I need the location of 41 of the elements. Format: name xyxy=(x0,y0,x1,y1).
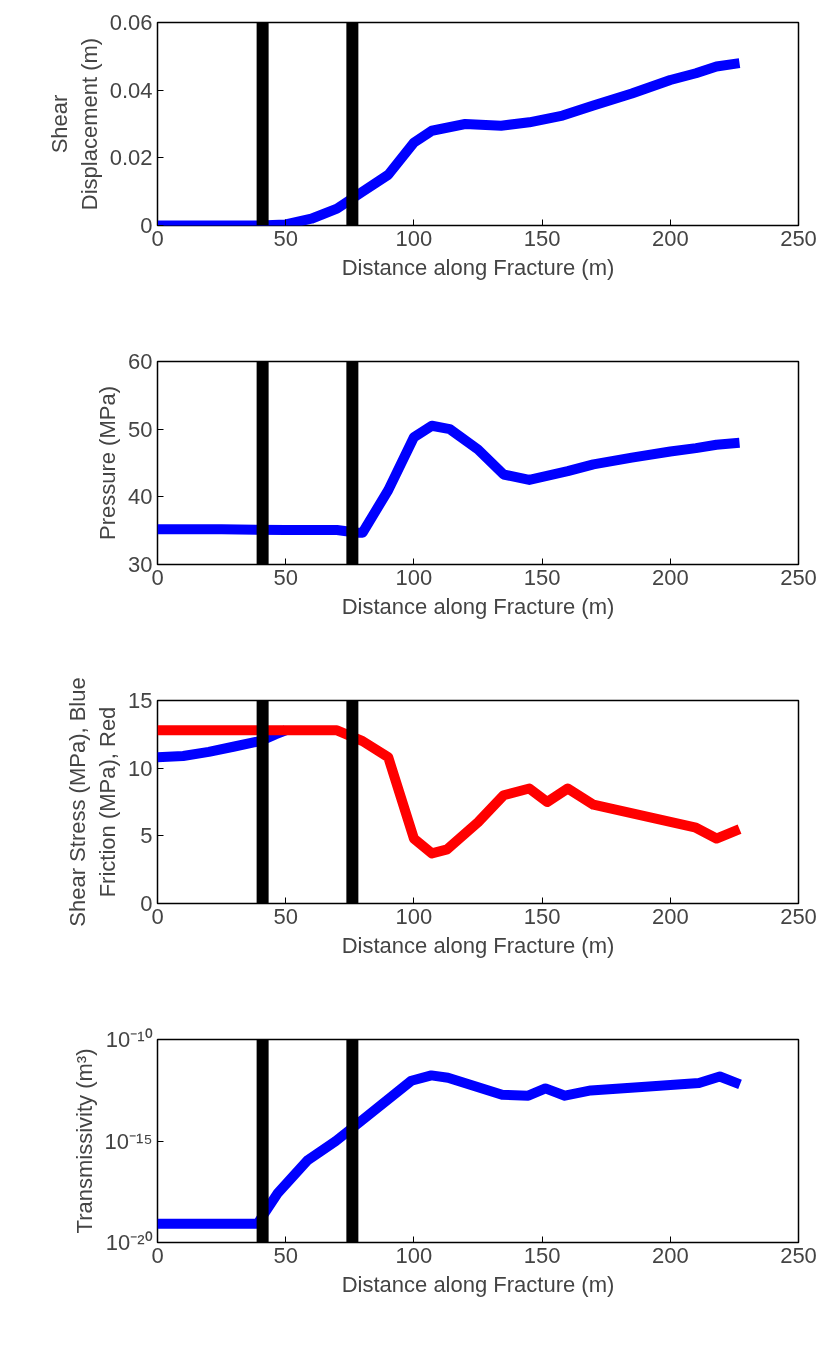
x-tick-label: 150 xyxy=(523,903,561,929)
y-tick-label: 40 xyxy=(128,484,153,510)
y-axis-title: Shear Displacement (m) xyxy=(46,37,102,211)
y-tick-label: 0.02 xyxy=(109,145,153,171)
x-tick-label: 100 xyxy=(395,1242,433,1268)
x-tick-label: 50 xyxy=(273,225,298,251)
y-tick-label: 0.04 xyxy=(109,77,153,103)
y-tick-label: 15 xyxy=(128,688,153,713)
x-tick-label: 200 xyxy=(651,225,689,251)
x-tick-label: 100 xyxy=(395,903,433,929)
y-tick-label: 10 xyxy=(128,755,153,781)
x-tick-label: 250 xyxy=(780,225,817,251)
x-axis-title: Distance along Fracture (m) xyxy=(341,1271,615,1297)
y-tick-label: 10⁻¹⁵ xyxy=(104,1128,153,1154)
x-tick-label: 250 xyxy=(780,903,817,929)
x-tick-label: 100 xyxy=(395,564,433,590)
y-tick-label: 0.06 xyxy=(109,10,153,35)
x-tick-label: 200 xyxy=(651,1242,689,1268)
y-tick-label: 5 xyxy=(140,823,153,849)
y-tick-label: 60 xyxy=(128,349,153,374)
x-tick-label: 250 xyxy=(780,1242,817,1268)
x-tick-label: 150 xyxy=(523,1242,561,1268)
x-tick-label: 200 xyxy=(651,903,689,929)
x-tick-label: 50 xyxy=(273,564,298,590)
x-tick-label: 150 xyxy=(523,225,561,251)
y-axis-title: Transmissivity (m³) xyxy=(71,1048,97,1234)
y-axis-title: Pressure (MPa) xyxy=(95,385,121,541)
x-tick-label: 50 xyxy=(273,1242,298,1268)
y-tick-label: 50 xyxy=(128,416,153,442)
x-tick-label: 50 xyxy=(273,903,298,929)
x-axis-title: Distance along Fracture (m) xyxy=(341,932,615,958)
y-axis-title: Shear Stress (MPa), Blue Friction (MPa), Red xyxy=(65,677,121,927)
x-tick-label: 150 xyxy=(523,564,561,590)
y-tick-label: 10⁻²⁰ xyxy=(105,1230,153,1255)
x-tick-label: 200 xyxy=(651,564,689,590)
y-tick-label: 30 xyxy=(128,552,153,577)
x-axis-title: Distance along Fracture (m) xyxy=(341,254,615,280)
x-axis-title: Distance along Fracture (m) xyxy=(341,593,615,619)
x-tick-label: 250 xyxy=(780,564,817,590)
y-tick-label: 10⁻¹⁰ xyxy=(105,1027,153,1052)
x-tick-label: 100 xyxy=(395,225,433,251)
